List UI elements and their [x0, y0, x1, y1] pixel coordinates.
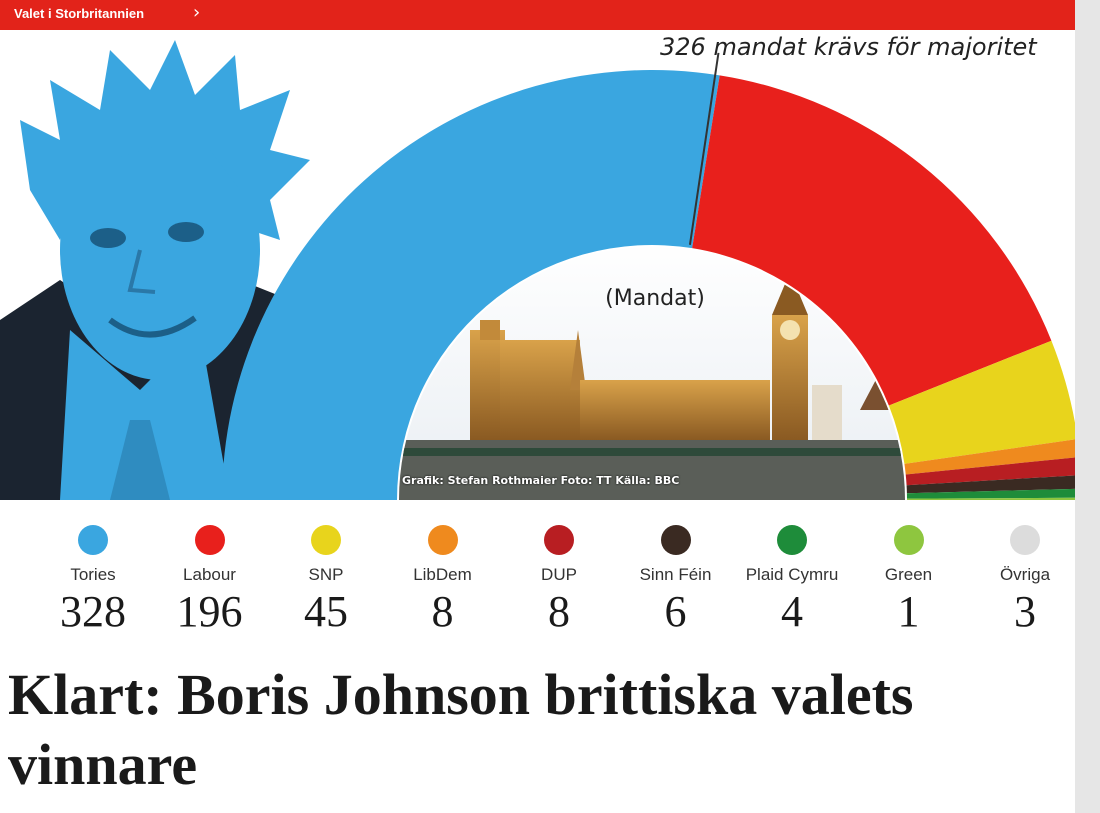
arc-snp [888, 340, 1075, 464]
legend-name: Tories [70, 565, 116, 584]
headline-link[interactable]: Klart: Boris Johnson brittiska valets vi… [8, 662, 914, 797]
arc-libdem [904, 439, 1075, 475]
legend-swatch [311, 525, 341, 555]
legend-value: 6 [664, 587, 687, 636]
arc-tories [222, 69, 720, 500]
legend-value: 196 [176, 587, 243, 636]
legend-name: Green [884, 565, 933, 584]
legend-item-tories: Tories 328 [35, 525, 151, 635]
majority-marker [688, 52, 720, 245]
unit-label: (Mandat) [605, 286, 705, 311]
legend-item-sinn-f-in: Sinn Féin 6 [618, 525, 734, 635]
arc-sinn-f-in [906, 475, 1075, 494]
parliament-chart [0, 40, 1075, 500]
legend-item-dup: DUP 8 [501, 525, 617, 635]
legend-name: Labour [183, 565, 236, 584]
seat-arcs [222, 69, 1075, 500]
legend-swatch [777, 525, 807, 555]
legend-value: 8 [548, 587, 570, 636]
arc-green [906, 497, 1075, 500]
arc-dup [905, 457, 1075, 486]
legend-value: 3 [1014, 587, 1036, 636]
legend-value: 45 [304, 587, 348, 636]
arc-plaid-cymru [906, 488, 1075, 499]
legend-swatch [194, 525, 225, 555]
section-label[interactable]: Valet i Storbritannien [14, 6, 145, 21]
section-bar[interactable]: Valet i Storbritannien › [0, 0, 1075, 30]
arc-labour [692, 75, 1052, 406]
legend-item-labour: Labour 196 [152, 525, 268, 635]
legend-swatch [78, 525, 108, 555]
legend-swatch [544, 525, 574, 555]
legend-item-snp: SNP 45 [268, 525, 384, 635]
legend-item-green: Green 1 [851, 525, 967, 635]
legend-name: DUP [541, 565, 577, 584]
legend-swatch [660, 525, 691, 555]
legend-value: 8 [431, 587, 454, 636]
legend-name: Övriga [999, 565, 1051, 584]
legend-name: SNP [308, 565, 344, 584]
legend-name: LibDem [413, 565, 472, 584]
legend-item--vriga: Övriga 3 [967, 525, 1083, 635]
majority-line [688, 52, 720, 245]
page-edge [1075, 0, 1100, 813]
legend-swatch [893, 525, 924, 555]
legend-swatch [427, 525, 458, 555]
legend-value: 4 [781, 587, 803, 636]
legend-item-libdem: LibDem 8 [385, 525, 501, 635]
legend-value: 328 [60, 587, 126, 636]
credit-line: Grafik: Stefan Rothmaier Foto: TT Källa:… [402, 474, 680, 487]
legend-name: Plaid Cymru [745, 565, 839, 584]
chevron-right-icon[interactable]: › [193, 2, 201, 23]
legend-name: Sinn Féin [639, 565, 712, 584]
legend-item-plaid-cymru: Plaid Cymru 4 [734, 525, 850, 635]
legend-swatch [1010, 525, 1040, 555]
majority-label: 326 mandat krävs för majoritet [660, 33, 1037, 61]
legend-value: 1 [897, 587, 920, 636]
portrait-image [0, 40, 310, 500]
